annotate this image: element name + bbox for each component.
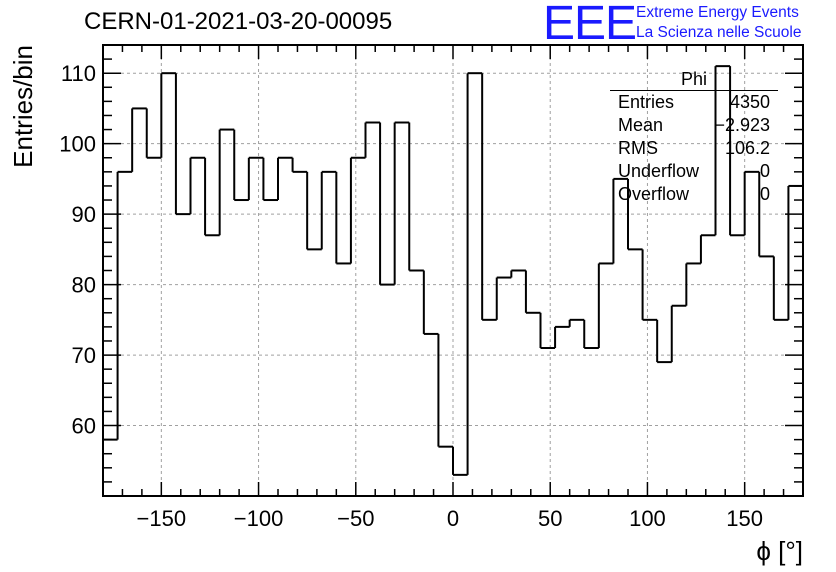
x-tick-label: 50 bbox=[538, 506, 562, 531]
x-tick-label: 100 bbox=[629, 506, 666, 531]
y-tick-label: 60 bbox=[72, 414, 96, 439]
stats-value: 4350 bbox=[729, 92, 770, 112]
stats-title: Phi bbox=[610, 68, 778, 91]
x-tick-label: 150 bbox=[726, 506, 763, 531]
stats-label: Underflow bbox=[618, 161, 700, 181]
stats-label: Entries bbox=[618, 92, 675, 112]
stats-row-mean: Mean −2.923 bbox=[610, 114, 778, 137]
x-tick-label: −50 bbox=[337, 506, 374, 531]
x-axis-title: ϕ [°] bbox=[756, 536, 803, 566]
x-tick-label: −100 bbox=[234, 506, 284, 531]
y-tick-label: 70 bbox=[72, 343, 96, 368]
stats-row-entries: Entries 4350 bbox=[610, 91, 778, 114]
stats-box: Phi Entries 4350 Mean −2.923 RMS 106.2 U… bbox=[610, 68, 778, 206]
stats-value: 106.2 bbox=[724, 138, 770, 158]
stats-value: −2.923 bbox=[714, 115, 770, 135]
y-tick-label: 110 bbox=[61, 61, 96, 86]
stats-value: 0 bbox=[759, 184, 770, 204]
eee-logo: EEE bbox=[543, 0, 637, 50]
x-tick-label: 0 bbox=[447, 506, 459, 531]
axis-ticks bbox=[102, 44, 804, 496]
run-title: CERN-01-2021-03-20-00095 bbox=[84, 8, 393, 35]
y-axis-title: Entries/bin bbox=[8, 45, 38, 168]
y-tick-label: 90 bbox=[72, 202, 96, 227]
tick-labels: −150 −100 −50 0 50 100 150 60 70 80 90 100 110 bbox=[59, 61, 763, 531]
stats-label: Overflow bbox=[618, 184, 690, 204]
stats-value: 0 bbox=[759, 161, 770, 181]
logo-subtitle-line1: Extreme Energy Events bbox=[636, 4, 799, 21]
stats-label: Mean bbox=[618, 115, 664, 135]
stats-row-underflow: Underflow 0 bbox=[610, 160, 778, 183]
stats-label: RMS bbox=[618, 138, 658, 158]
logo-subtitle-line2: La Scienza nelle Scuole bbox=[636, 24, 802, 41]
stats-row-overflow: Overflow 0 bbox=[610, 183, 778, 206]
x-tick-label: −150 bbox=[137, 506, 187, 531]
stats-row-rms: RMS 106.2 bbox=[610, 137, 778, 160]
y-tick-label: 100 bbox=[59, 132, 96, 157]
y-tick-label: 80 bbox=[72, 273, 96, 298]
